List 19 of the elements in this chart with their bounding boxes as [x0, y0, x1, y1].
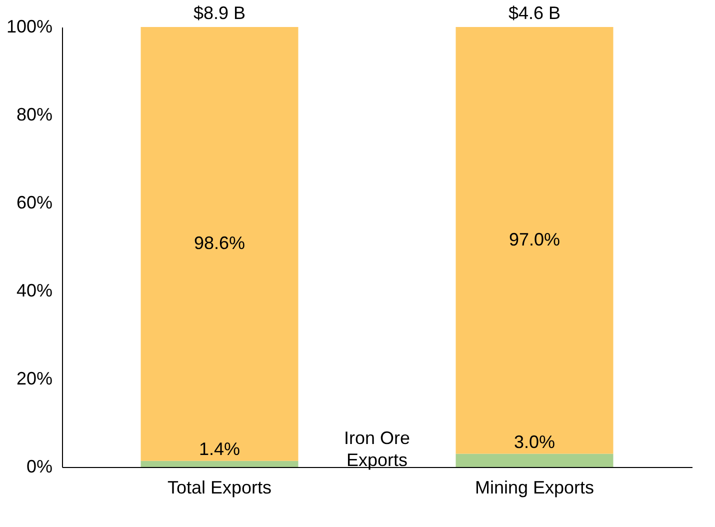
- bar: [456, 27, 614, 454]
- bar: [140, 27, 298, 461]
- y-tick-label: 40%: [16, 280, 52, 300]
- data-label: 3.0%: [514, 432, 556, 452]
- data-label: 97.0%: [508, 229, 560, 250]
- data-label: 98.6%: [194, 232, 246, 253]
- annotation: $4.6 B: [508, 3, 561, 23]
- bar: [140, 460, 298, 467]
- y-tick-label: 0%: [26, 456, 52, 476]
- x-tick-label: Total Exports: [167, 478, 272, 498]
- y-tick-label: 100%: [6, 16, 52, 36]
- y-tick-label: 20%: [16, 368, 52, 388]
- y-tick-label: 60%: [16, 192, 52, 212]
- annotation: $8.9 B: [193, 3, 246, 23]
- text: Iron Ore Exports: [344, 428, 410, 470]
- data-label: 1.4%: [198, 438, 240, 459]
- y-tick-label: 80%: [16, 104, 52, 124]
- bar: [456, 454, 614, 467]
- x-tick-label: Mining Exports: [474, 478, 594, 498]
